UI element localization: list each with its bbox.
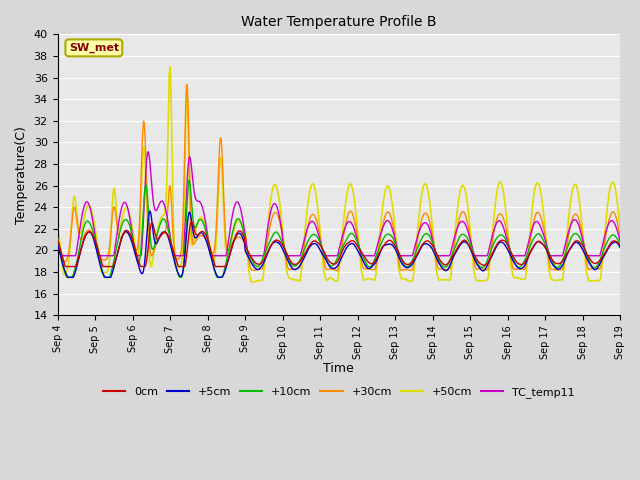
TC_temp11 [180, 239, 188, 245]
+50cm [54, 222, 61, 228]
+50cm [180, 230, 188, 236]
Line: +30cm: +30cm [58, 84, 620, 271]
0cm [409, 258, 417, 264]
TC_temp11 [54, 235, 61, 240]
+30cm [209, 251, 217, 256]
0cm [122, 228, 130, 233]
+5cm [180, 259, 188, 264]
0cm [65, 264, 72, 269]
TC_temp11 [409, 252, 417, 258]
TC_temp11 [122, 201, 130, 207]
Line: TC_temp11: TC_temp11 [58, 152, 620, 256]
Line: +5cm: +5cm [58, 211, 620, 277]
TC_temp11 [616, 238, 624, 243]
+50cm [248, 279, 256, 285]
+30cm [616, 234, 624, 240]
Title: Water Temperature Profile B: Water Temperature Profile B [241, 15, 436, 29]
+30cm [333, 268, 341, 274]
+30cm [179, 224, 186, 230]
+10cm [425, 232, 433, 238]
+30cm [64, 254, 72, 260]
+5cm [425, 242, 433, 248]
+10cm [180, 265, 188, 271]
Text: SW_met: SW_met [68, 43, 119, 53]
+10cm [185, 178, 193, 183]
+30cm [183, 82, 191, 87]
0cm [188, 219, 195, 225]
+5cm [65, 275, 72, 280]
+50cm [425, 195, 433, 201]
X-axis label: Time: Time [323, 361, 354, 374]
TC_temp11 [210, 253, 218, 259]
+5cm [122, 228, 130, 234]
+50cm [166, 64, 174, 70]
+50cm [616, 225, 624, 231]
0cm [425, 239, 433, 244]
+10cm [616, 241, 624, 247]
+5cm [616, 244, 624, 250]
Line: +50cm: +50cm [58, 67, 620, 282]
+30cm [409, 266, 417, 272]
0cm [616, 242, 624, 248]
+10cm [63, 275, 71, 280]
+5cm [54, 240, 61, 246]
+50cm [209, 259, 217, 265]
Y-axis label: Temperature(C): Temperature(C) [15, 126, 28, 224]
0cm [61, 264, 69, 269]
0cm [210, 260, 218, 265]
+50cm [64, 265, 72, 271]
+10cm [210, 266, 218, 272]
+50cm [122, 205, 129, 211]
0cm [54, 237, 61, 242]
+5cm [64, 274, 72, 280]
+10cm [65, 275, 72, 280]
+50cm [409, 277, 417, 283]
+10cm [54, 234, 61, 240]
TC_temp11 [65, 253, 72, 259]
TC_temp11 [57, 253, 65, 259]
TC_temp11 [425, 225, 433, 231]
0cm [180, 264, 188, 269]
Line: +10cm: +10cm [58, 180, 620, 277]
TC_temp11 [145, 149, 152, 155]
+5cm [146, 208, 154, 214]
+30cm [122, 229, 129, 235]
+30cm [54, 239, 61, 244]
+5cm [210, 265, 218, 271]
Legend: 0cm, +5cm, +10cm, +30cm, +50cm, TC_temp11: 0cm, +5cm, +10cm, +30cm, +50cm, TC_temp1… [98, 383, 579, 402]
+10cm [122, 217, 130, 223]
Line: 0cm: 0cm [58, 222, 620, 266]
+10cm [409, 257, 417, 263]
+5cm [409, 261, 417, 266]
+30cm [425, 217, 433, 223]
